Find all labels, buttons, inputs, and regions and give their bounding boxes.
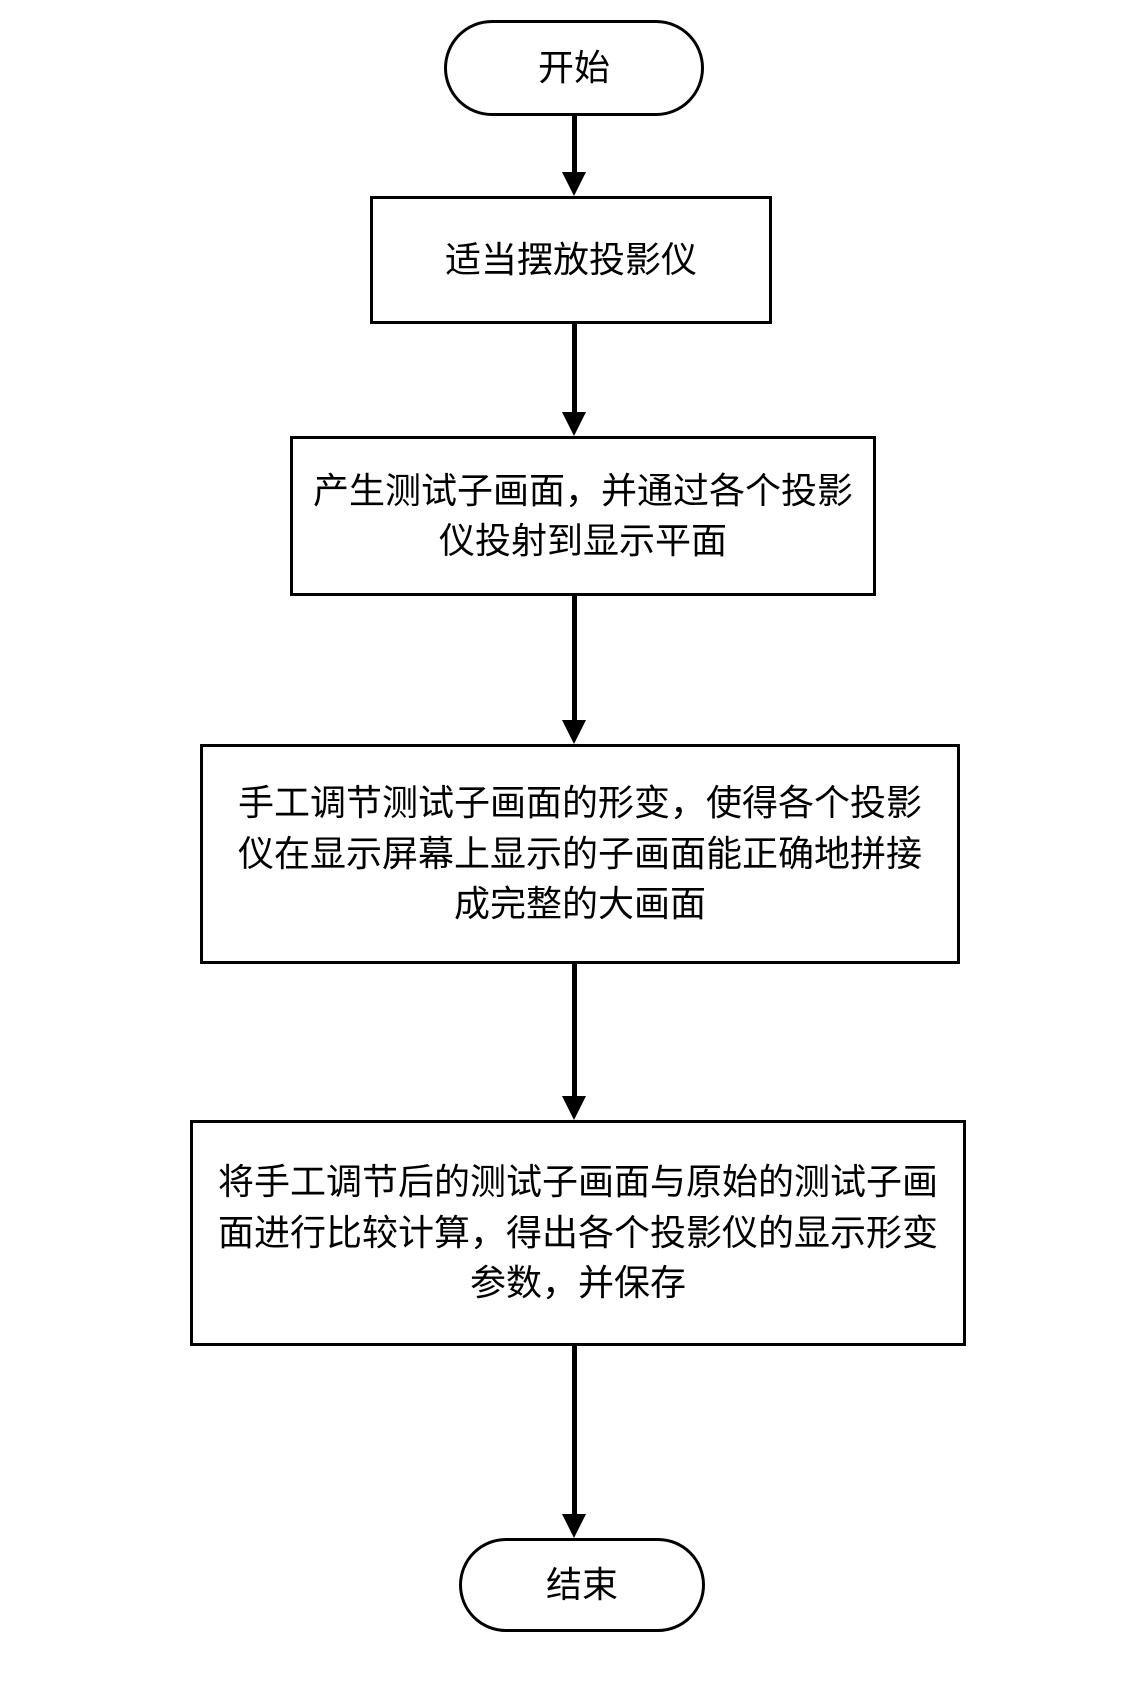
start-label: 开始 — [538, 43, 610, 93]
arrow-1-line — [572, 116, 577, 174]
step1-node: 适当摆放投影仪 — [370, 196, 772, 324]
step2-label: 产生测试子画面，并通过各个投影仪投射到显示平面 — [313, 466, 853, 567]
step4-label: 将手工调节后的测试子画面与原始的测试子画面进行比较计算，得出各个投影仪的显示形变… — [213, 1157, 943, 1308]
start-node: 开始 — [444, 20, 704, 116]
flowchart-container: 开始 适当摆放投影仪 产生测试子画面，并通过各个投影仪投射到显示平面 手工调节测… — [0, 0, 1128, 1693]
arrow-3-line — [572, 596, 577, 722]
end-node: 结束 — [459, 1538, 705, 1632]
arrow-3-head — [562, 720, 586, 744]
arrow-4-line — [572, 964, 577, 1098]
step2-node: 产生测试子画面，并通过各个投影仪投射到显示平面 — [290, 436, 876, 596]
arrow-2-line — [572, 324, 577, 414]
end-label: 结束 — [546, 1560, 618, 1610]
step3-node: 手工调节测试子画面的形变，使得各个投影仪在显示屏幕上显示的子画面能正确地拼接成完… — [200, 744, 960, 964]
arrow-5-head — [562, 1514, 586, 1538]
step3-label: 手工调节测试子画面的形变，使得各个投影仪在显示屏幕上显示的子画面能正确地拼接成完… — [223, 778, 937, 929]
step1-label: 适当摆放投影仪 — [445, 235, 697, 285]
arrow-1-head — [562, 172, 586, 196]
step4-node: 将手工调节后的测试子画面与原始的测试子画面进行比较计算，得出各个投影仪的显示形变… — [190, 1120, 966, 1346]
arrow-2-head — [562, 412, 586, 436]
arrow-5-line — [572, 1346, 577, 1516]
arrow-4-head — [562, 1096, 586, 1120]
